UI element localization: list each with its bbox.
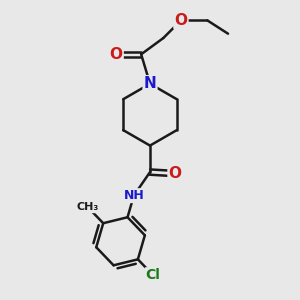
Text: O: O (169, 166, 182, 181)
Text: O: O (174, 13, 188, 28)
Text: O: O (110, 47, 123, 62)
Text: N: N (144, 76, 156, 91)
Text: NH: NH (123, 189, 144, 202)
Text: CH₃: CH₃ (77, 202, 99, 212)
Text: Cl: Cl (146, 268, 160, 282)
